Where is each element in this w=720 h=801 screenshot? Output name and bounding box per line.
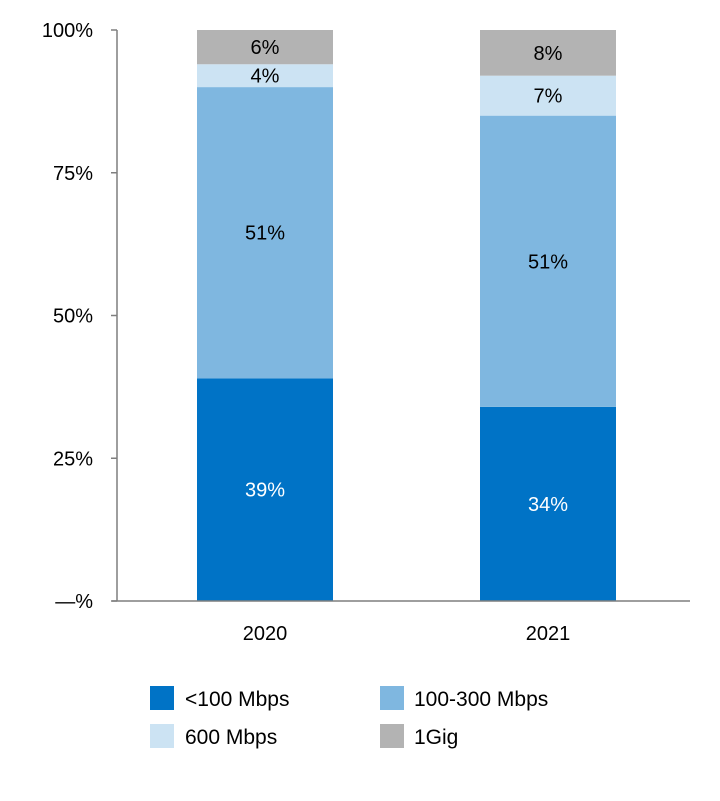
x-tick-label: 2020 (243, 623, 288, 645)
y-tick-label: —% (55, 591, 93, 613)
legend-label: <100 Mbps (185, 688, 290, 711)
y-tick-label: 25% (53, 448, 93, 470)
bar-segment (480, 406, 616, 601)
legend-swatch (150, 686, 174, 710)
data-label: 34% (528, 494, 568, 516)
bar-segment (197, 87, 333, 379)
bar-segment (480, 30, 616, 76)
data-label: 7% (534, 86, 563, 108)
legend-swatch (150, 724, 174, 748)
bar-segment (197, 378, 333, 601)
bar-segment (197, 64, 333, 88)
legend-label: 1Gig (414, 726, 458, 749)
data-label: 8% (534, 43, 563, 65)
legend-swatch (380, 724, 404, 748)
legend-label: 100-300 Mbps (414, 688, 548, 711)
data-label: 51% (245, 223, 285, 245)
y-tick-label: 50% (53, 306, 93, 328)
data-label: 6% (251, 37, 280, 59)
x-tick-label: 2021 (526, 623, 571, 645)
data-label: 39% (245, 480, 285, 502)
legend-swatch (380, 686, 404, 710)
bar-segment (480, 115, 616, 407)
data-label: 4% (251, 66, 280, 88)
data-label: 51% (528, 251, 568, 273)
legend-label: 600 Mbps (185, 726, 277, 749)
bar-segment (480, 75, 616, 116)
y-tick-label: 100% (42, 20, 93, 42)
bar-segment (197, 30, 333, 65)
y-tick-label: 75% (53, 163, 93, 185)
